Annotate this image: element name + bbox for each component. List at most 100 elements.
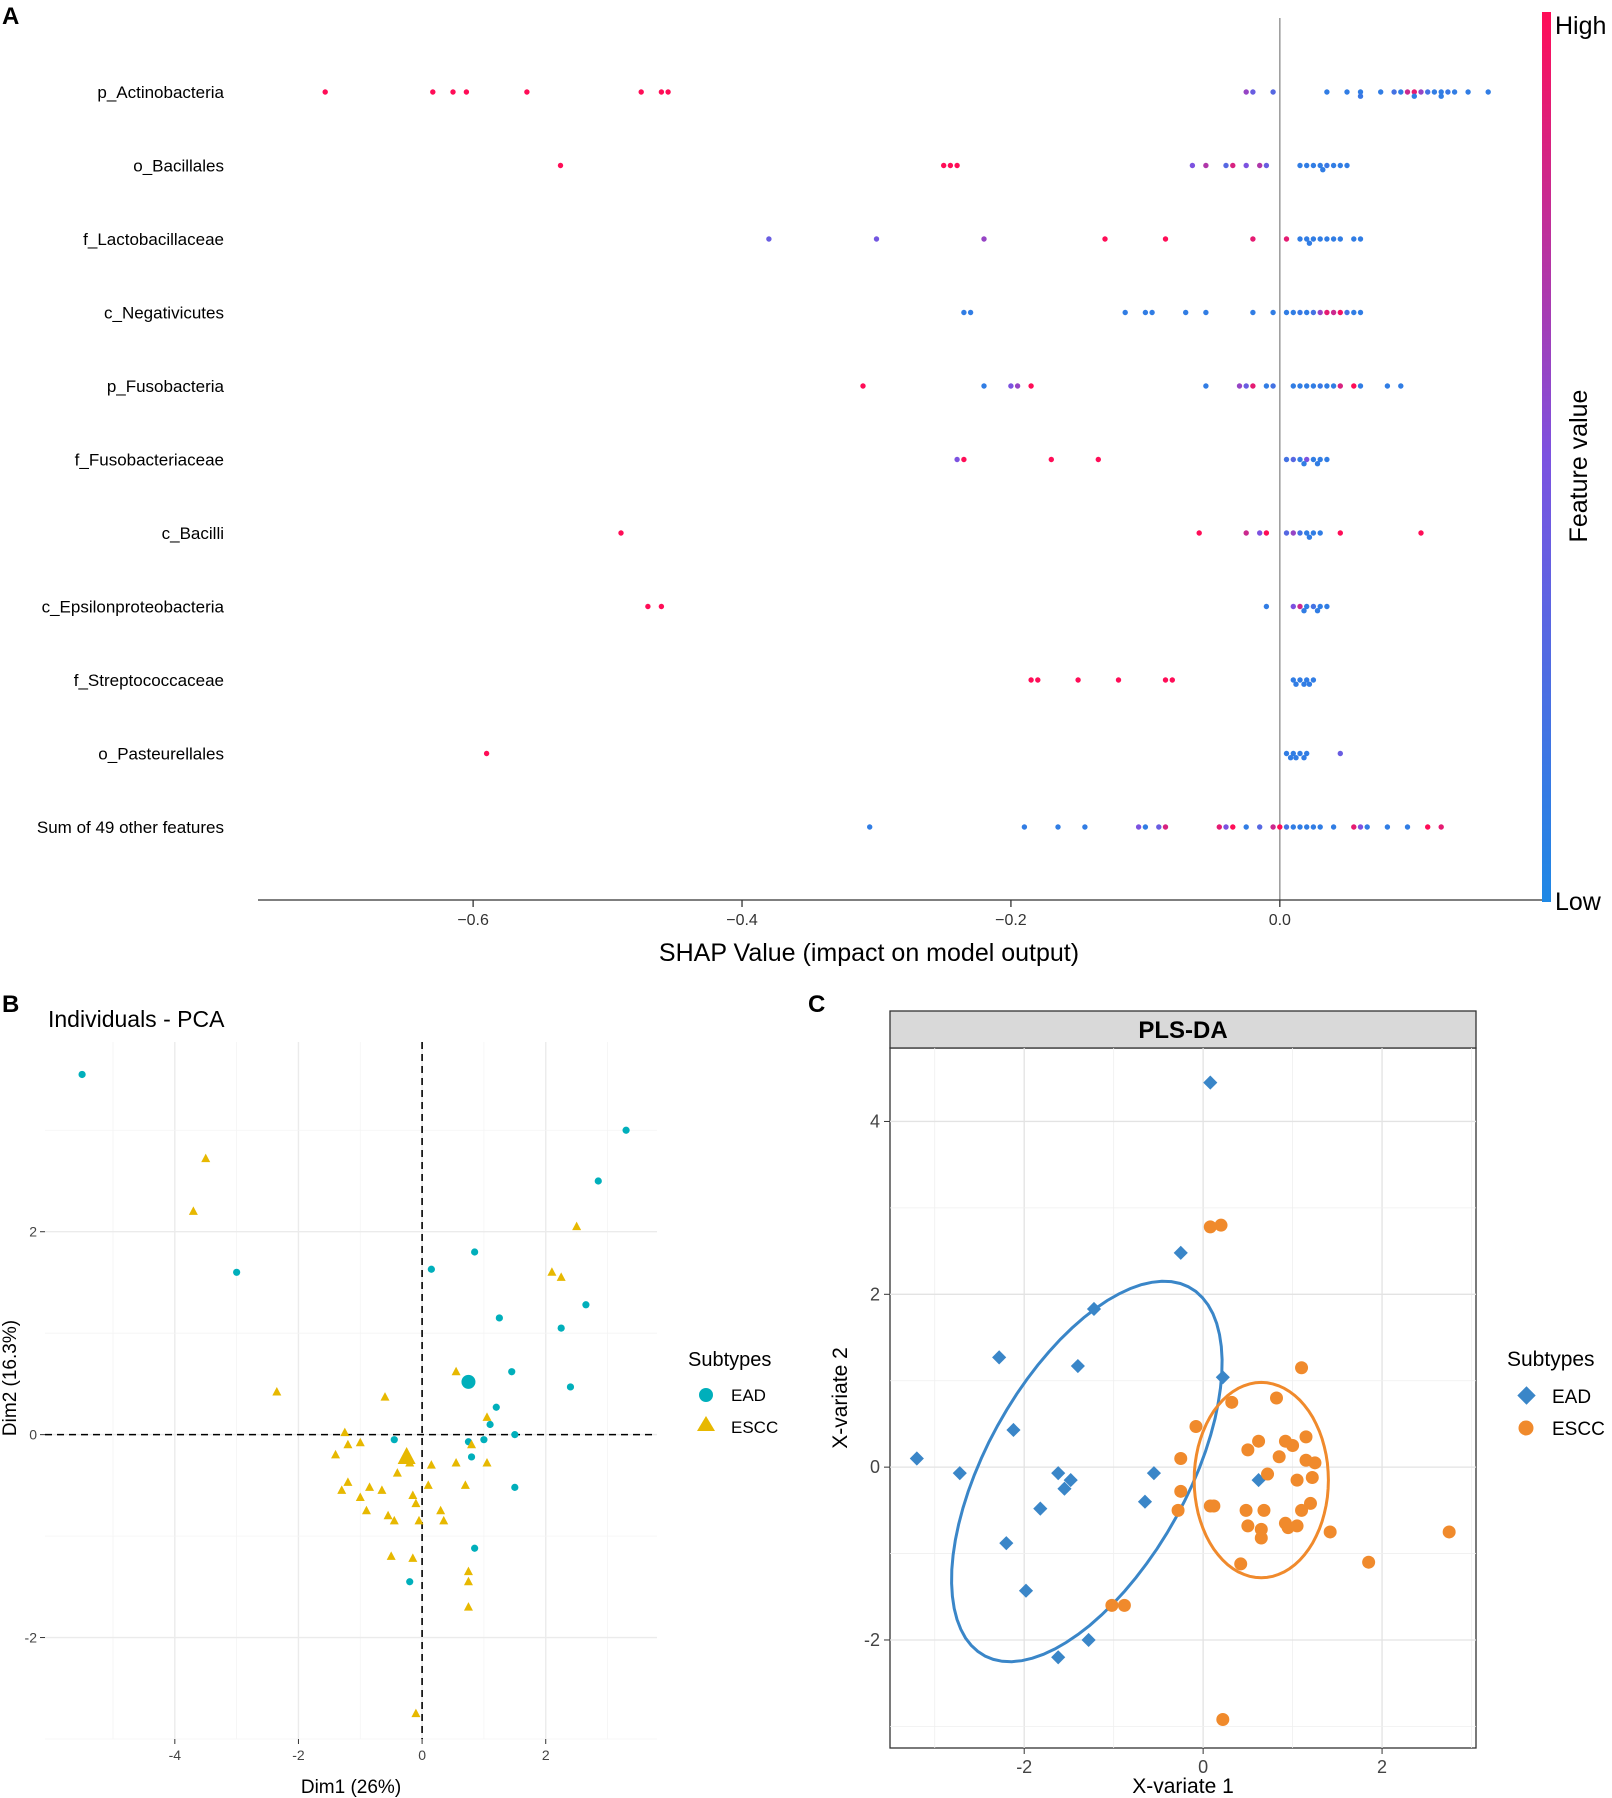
pca-point-ead	[467, 1453, 476, 1461]
plsda-y-tick-label: 0	[870, 1457, 880, 1477]
shap-point	[1287, 755, 1294, 761]
pca-point-escc	[451, 1366, 461, 1376]
shap-point	[1378, 89, 1384, 95]
plsda-title: PLS-DA	[1138, 1017, 1227, 1044]
shap-point	[1189, 162, 1196, 169]
shap-point	[1310, 162, 1317, 169]
shap-x-tick-label: 0.0	[1269, 912, 1291, 929]
shap-point	[1283, 530, 1290, 536]
shap-point	[1290, 456, 1297, 463]
shap-point	[1257, 824, 1263, 830]
pca-y-tick-label: 2	[29, 1224, 37, 1240]
shap-point	[1028, 383, 1034, 389]
shap-point	[658, 89, 665, 95]
shap-point	[873, 236, 880, 242]
colorbar-low-label: Low	[1555, 888, 1602, 916]
shap-point	[1324, 236, 1330, 242]
shap-point	[961, 309, 967, 316]
shap-x-tick-label: −0.4	[726, 912, 758, 929]
plsda-ellipse-escc	[1192, 1380, 1330, 1580]
shap-beeswarm-chart: p_Actinobacteria o_Bacillales f_Lactobacil…	[37, 12, 1606, 967]
plsda-x-tick-label: 2	[1377, 1757, 1387, 1777]
shap-x-tick-label: −0.6	[457, 912, 489, 929]
shap-feature-label: f_Lactobacillaceae	[83, 230, 224, 249]
pca-point-escc	[380, 1392, 390, 1401]
shap-point	[1301, 461, 1307, 467]
shap-point	[1404, 824, 1411, 830]
plsda-point-ead	[1215, 1370, 1230, 1385]
shap-point	[1337, 236, 1344, 242]
shap-point	[1357, 236, 1364, 242]
shap-point	[638, 89, 644, 95]
plsda-panel-frame	[889, 1047, 1477, 1749]
pca-point-escc	[408, 1490, 418, 1500]
pca-point-escc	[547, 1267, 557, 1276]
shap-point	[1317, 824, 1323, 830]
plsda-x-tick-label: 0	[1198, 1757, 1208, 1777]
shap-point	[1330, 236, 1337, 242]
shap-point	[1162, 824, 1169, 830]
shap-point	[1290, 824, 1297, 830]
shap-point	[1337, 162, 1344, 169]
shap-point	[1290, 603, 1297, 610]
shap-point	[658, 603, 665, 610]
pca-point-ead	[582, 1301, 590, 1309]
shap-point	[1297, 677, 1303, 683]
shap-point	[1404, 89, 1411, 95]
shap-point	[1075, 677, 1081, 683]
shap-point	[1310, 603, 1317, 610]
shap-point	[1304, 456, 1310, 463]
pca-legend-title: Subtypes	[688, 1349, 771, 1371]
pca-point-escc	[482, 1412, 492, 1421]
shap-point	[1324, 456, 1330, 463]
pca-point-escc	[355, 1437, 365, 1447]
shap-point	[1293, 681, 1299, 687]
plsda-point-ead	[1033, 1501, 1048, 1516]
shap-feature-label: c_Negativicutes	[104, 304, 224, 323]
shap-point	[867, 824, 873, 830]
plsda-legend-escc-marker	[1518, 1420, 1534, 1436]
shap-point	[1310, 677, 1317, 683]
plsda-point-escc	[1299, 1430, 1313, 1444]
shap-point	[1301, 608, 1307, 614]
shap-point	[1290, 750, 1297, 757]
plsda-point-escc	[1261, 1467, 1275, 1481]
plsda-legend-ead-label: EAD	[1552, 1387, 1591, 1408]
plsda-legend-escc-label: ESCC	[1552, 1419, 1605, 1440]
plsda-point-escc	[1290, 1473, 1304, 1487]
plsda-point-ead	[1063, 1473, 1078, 1488]
shap-point	[1203, 383, 1209, 389]
shap-point	[1304, 677, 1310, 683]
pca-y-tick-label: 0	[29, 1427, 37, 1443]
pca-point-escc	[377, 1485, 387, 1494]
plsda-point-escc	[1189, 1420, 1203, 1434]
shap-feature-label: p_Fusobacteria	[107, 377, 225, 396]
pca-point-escc	[389, 1515, 399, 1525]
plsda-point-ead	[1146, 1466, 1161, 1481]
pca-point-escc	[460, 1480, 470, 1489]
shap-point	[1293, 755, 1299, 761]
plsda-point-escc	[1203, 1220, 1217, 1234]
shap-point	[1324, 603, 1330, 610]
shap-point	[557, 162, 564, 169]
shap-point	[1306, 534, 1313, 540]
shap-point	[1283, 309, 1290, 316]
plsda-point-ead	[1173, 1245, 1188, 1260]
shap-point	[1250, 383, 1256, 389]
shap-feature-labels: p_Actinobacteria o_Bacillales f_Lactobacil…	[37, 83, 225, 837]
pca-point-escc	[408, 1553, 418, 1562]
shap-point	[1297, 750, 1303, 757]
pca-point-escc	[383, 1510, 393, 1520]
shap-point	[1008, 383, 1014, 389]
pca-x-tick-label: -2	[292, 1747, 305, 1763]
pca-point-escc	[343, 1477, 353, 1486]
shap-point	[1149, 309, 1155, 316]
shap-point	[1035, 677, 1041, 683]
pca-point-escc	[556, 1272, 566, 1281]
shap-point	[1304, 236, 1310, 242]
shap-point	[1317, 162, 1323, 169]
shap-point	[1438, 93, 1444, 99]
pca-legend: Subtypes EAD ESCC	[688, 1349, 778, 1437]
pca-point-escc	[272, 1387, 282, 1396]
panel-label-a: A	[2, 3, 19, 30]
